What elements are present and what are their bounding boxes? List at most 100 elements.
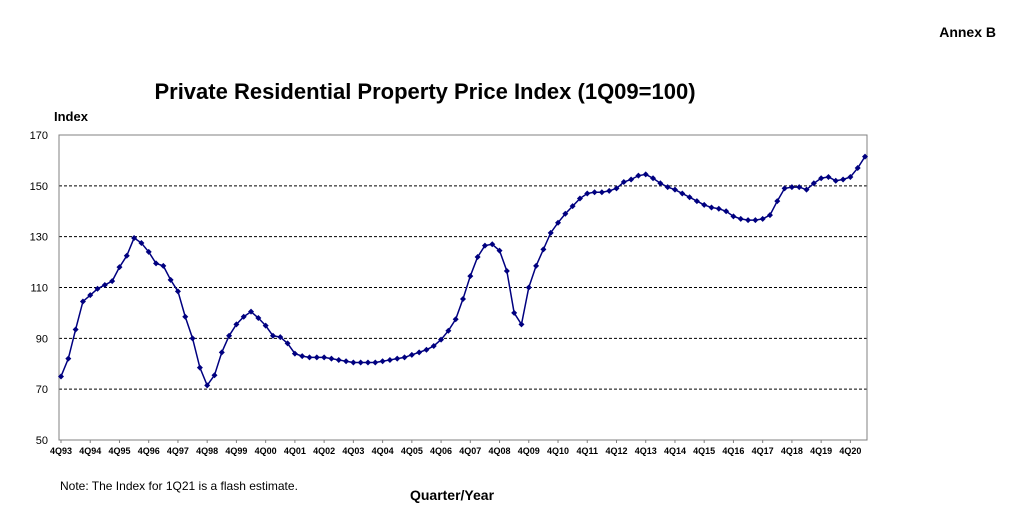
data-point [752, 217, 759, 224]
data-point [576, 195, 583, 202]
data-point [701, 201, 708, 208]
x-tick-label: 4Q96 [138, 446, 160, 456]
data-point [598, 189, 605, 196]
series-index [58, 153, 868, 389]
y-axis-ticks: 50 70 90 110 130 150 170 [30, 130, 48, 447]
data-point [328, 355, 335, 362]
x-tick-label: 4Q01 [284, 446, 306, 456]
x-tick-label: 4Q03 [342, 446, 364, 456]
x-tick-label: 4Q09 [518, 446, 540, 456]
x-axis-ticks: 4Q93 4Q94 4Q95 4Q96 4Q97 4Q98 4Q99 4Q00 4Q01 4Q02… [50, 440, 861, 456]
x-tick-label: 4Q13 [635, 446, 657, 456]
data-point [408, 351, 415, 358]
data-point [401, 354, 408, 361]
data-point [72, 326, 79, 333]
data-point [679, 190, 686, 197]
data-point [306, 354, 313, 361]
y-tick-label: 50 [36, 435, 48, 447]
data-point [810, 180, 817, 187]
x-tick-label: 4Q12 [605, 446, 627, 456]
data-point [335, 356, 342, 363]
data-point [94, 285, 101, 292]
x-tick-label: 4Q99 [225, 446, 247, 456]
data-point [189, 335, 196, 342]
data-point [818, 175, 825, 182]
data-point [847, 173, 854, 180]
data-point [620, 179, 627, 186]
data-point [803, 186, 810, 193]
x-tick-label: 4Q06 [430, 446, 452, 456]
x-tick-label: 4Q16 [722, 446, 744, 456]
data-point [58, 373, 64, 380]
data-point [430, 342, 437, 349]
data-point [109, 278, 116, 285]
data-point [635, 172, 642, 179]
data-point [248, 308, 255, 315]
data-point [671, 186, 678, 193]
y-tick-label: 170 [30, 130, 48, 142]
data-point [730, 213, 737, 220]
data-point [379, 358, 386, 365]
x-tick-label: 4Q04 [372, 446, 394, 456]
data-point [386, 356, 393, 363]
data-point [525, 284, 532, 291]
data-point [555, 219, 562, 226]
gridlines [59, 185, 867, 390]
data-point [774, 198, 781, 205]
data-point [503, 267, 510, 274]
data-point [350, 359, 357, 366]
data-point [204, 382, 211, 389]
data-point [832, 177, 839, 184]
data-point [518, 321, 525, 328]
x-tick-label: 4Q93 [50, 446, 72, 456]
data-point [584, 190, 591, 197]
data-point [218, 349, 225, 356]
data-point [65, 355, 72, 362]
data-point [606, 187, 613, 194]
data-point [547, 229, 554, 236]
x-tick-label: 4Q05 [401, 446, 423, 456]
y-axis-label: Index [54, 109, 89, 124]
data-point [116, 264, 123, 271]
data-point [452, 316, 459, 323]
data-point [766, 212, 773, 219]
data-point [693, 198, 700, 205]
data-point [87, 292, 94, 299]
chart-title: Private Residential Property Price Index… [154, 79, 696, 104]
data-point [708, 204, 715, 211]
x-tick-label: 4Q14 [664, 446, 686, 456]
data-point [628, 176, 635, 183]
x-tick-label: 4Q17 [752, 446, 774, 456]
data-point [591, 189, 598, 196]
data-point [226, 332, 233, 339]
data-point [343, 358, 350, 365]
data-point [737, 215, 744, 222]
data-point [664, 184, 671, 191]
data-point [277, 334, 284, 341]
data-point [496, 247, 503, 254]
data-point [284, 340, 291, 347]
y-tick-label: 70 [36, 384, 48, 396]
x-tick-label: 4Q00 [255, 446, 277, 456]
plot-area [58, 134, 868, 441]
data-point [269, 332, 276, 339]
data-point [723, 208, 730, 215]
y-tick-label: 110 [30, 283, 48, 295]
x-tick-label: 4Q02 [313, 446, 335, 456]
data-point [854, 165, 861, 172]
data-point [533, 262, 540, 269]
data-point [781, 185, 788, 192]
data-point [167, 276, 174, 283]
y-tick-label: 150 [30, 181, 48, 193]
x-tick-label: 4Q95 [108, 446, 130, 456]
data-point [562, 210, 569, 217]
y-tick-label: 90 [36, 333, 48, 345]
data-point [299, 353, 306, 360]
data-point [759, 215, 766, 222]
data-point [840, 176, 847, 183]
data-point [145, 248, 152, 255]
data-point [321, 354, 328, 361]
data-point [160, 262, 167, 269]
data-point [862, 153, 868, 160]
